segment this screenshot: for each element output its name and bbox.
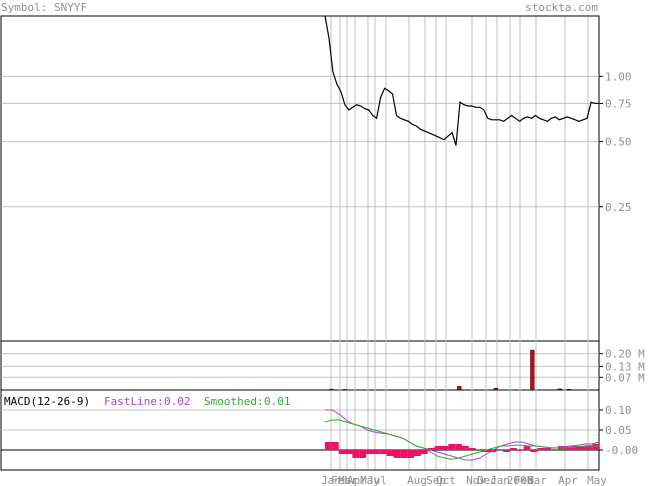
macd-histogram-bar	[420, 450, 428, 454]
macd-tick-label: 0.10	[605, 404, 632, 417]
macd-histogram-bar	[359, 450, 367, 458]
macd-smoothed-line	[324, 419, 599, 460]
macd-histogram-bar	[585, 445, 593, 450]
price-panel	[0, 15, 600, 342]
macd-histogram-bar	[325, 442, 332, 450]
volume-bar	[457, 386, 462, 391]
macd-tick-label: 0.05	[605, 424, 632, 437]
volume-bar	[329, 388, 334, 391]
macd-histogram-bar	[544, 448, 552, 450]
macd-legend: MACD(12-26-9) FastLine: 0.02 Smoothed: 0…	[4, 395, 291, 408]
macd-histogram-bar	[455, 444, 462, 450]
macd-histogram-bar	[414, 450, 421, 456]
macd-histogram-bar	[462, 446, 469, 450]
volume-bar	[343, 389, 348, 391]
macd-histogram-bar	[400, 450, 408, 458]
smoothed-label: Smoothed:	[204, 395, 264, 408]
volume-tick-label: 0.13 M	[605, 360, 645, 373]
vertical-grid	[330, 17, 589, 469]
macd-histogram-bar	[427, 448, 435, 450]
header: Symbol: SNYYF stockta.com	[1, 1, 598, 14]
macd-histogram-bar	[345, 450, 353, 454]
macd-histogram-bar	[503, 450, 510, 452]
macd-histogram-bar	[407, 450, 415, 458]
x-tick-label: Nov	[466, 474, 486, 486]
macd-histogram-bar	[482, 450, 490, 452]
price-tick-label: 0.25	[605, 201, 632, 214]
macd-histogram-bar	[379, 450, 387, 454]
macd-histogram-bar	[509, 448, 517, 450]
site-link[interactable]: stockta.com	[525, 1, 598, 14]
macd-histogram-bar	[352, 450, 360, 458]
macd-tick-label: -0.00	[605, 444, 638, 457]
x-tick-label: 2005	[507, 474, 534, 486]
macd-histogram-bar	[468, 448, 476, 450]
macd-histogram-bar	[434, 446, 442, 450]
volume-tick-label: 0.20 M	[605, 348, 645, 361]
x-tick-label: Oct	[436, 474, 456, 486]
macd-title: MACD(12-26-9)	[4, 395, 90, 408]
price-plot	[324, 15, 599, 146]
macd-histogram-bar	[537, 448, 545, 450]
volume-bar	[566, 389, 571, 391]
macd-histogram-bar	[331, 442, 339, 450]
macd-histogram-bar	[393, 450, 401, 458]
x-tick-label: Aug	[407, 474, 427, 486]
macd-histogram-bar	[366, 450, 373, 454]
volume-bar	[557, 388, 562, 391]
macd-histogram-bar	[516, 450, 524, 451]
x-tick-label: Jan	[490, 474, 510, 486]
macd-histogram-bar	[523, 446, 531, 450]
price-tick-label: 1.00	[605, 70, 632, 83]
x-tick-label: Apr	[347, 474, 367, 486]
x-tick-label: Mar	[527, 474, 547, 486]
macd-histogram-bar	[551, 449, 558, 450]
x-tick-label: Feb	[331, 474, 351, 486]
macd-histogram-bar	[441, 446, 449, 450]
volume-bar	[493, 387, 498, 391]
macd-histogram-bar	[571, 446, 579, 450]
price-grid: 1.00 0.75 0.50 0.25	[1, 70, 632, 214]
volume-bar	[530, 349, 535, 391]
price-tick-label: 0.75	[605, 97, 632, 110]
price-line	[324, 15, 599, 146]
volume-plot	[329, 349, 571, 391]
x-tick-label: Jan	[321, 474, 341, 486]
volume-grid: 0.20 M0.13 M0.07 M	[1, 348, 645, 384]
macd-grid: 0.10 0.05 -0.00	[1, 404, 638, 457]
macd-histogram-bar	[578, 446, 586, 450]
macd-histogram-bar	[592, 444, 599, 450]
fastline-value: 0.02	[164, 395, 191, 408]
macd-histogram-bar	[386, 450, 394, 456]
macd-histogram-bar	[448, 444, 456, 450]
macd-histogram-bar	[530, 450, 538, 452]
macd-plot	[324, 409, 600, 461]
volume-panel	[0, 340, 600, 391]
x-tick-label: Mar	[338, 474, 358, 486]
x-tick-label: Sep	[426, 474, 446, 486]
x-tick-label: Feb	[514, 474, 534, 486]
macd-histogram-bar	[564, 446, 572, 450]
x-tick-label: Jul	[367, 474, 387, 486]
smoothed-value: 0.01	[264, 395, 291, 408]
fastline-label: FastLine:	[104, 395, 164, 408]
x-tick-label: Dec	[477, 474, 497, 486]
x-tick-label: May	[360, 474, 380, 486]
macd-histogram-bar	[338, 450, 346, 454]
volume-tick-label: 0.07 M	[605, 371, 645, 384]
x-tick-label: Apr	[558, 474, 578, 486]
price-tick-label: 0.50	[605, 136, 632, 149]
symbol-label: Symbol: SNYYF	[1, 1, 87, 14]
x-tick-label: May	[587, 474, 607, 486]
macd-histogram-bar	[372, 450, 380, 454]
